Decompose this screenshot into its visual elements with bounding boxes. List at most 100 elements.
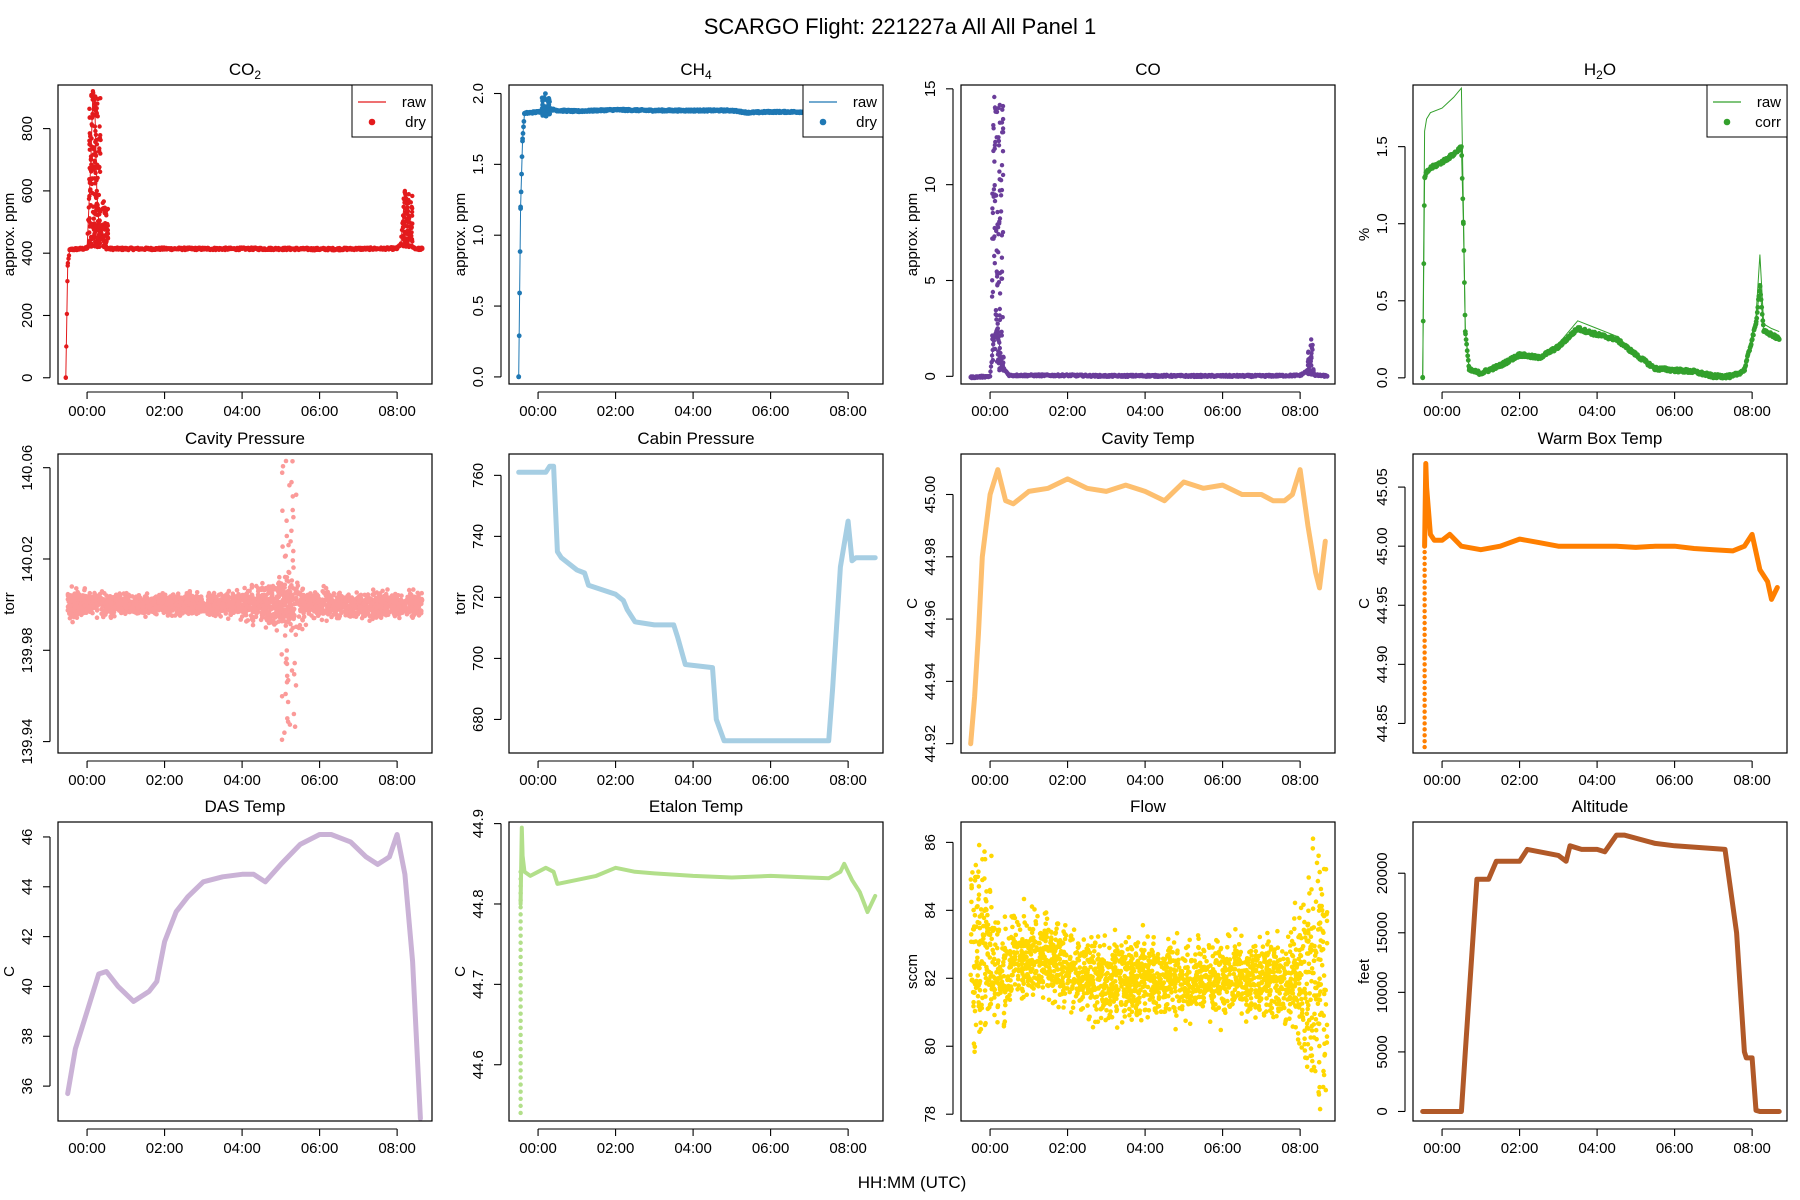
panel-h2o-point bbox=[1424, 170, 1429, 176]
panel-h2o-point bbox=[1691, 369, 1697, 375]
panel-co2-point bbox=[100, 200, 106, 206]
panel-h2o-point bbox=[1749, 337, 1755, 342]
panel-cavity-pressure-point bbox=[196, 610, 201, 615]
panel-co2-y-axis-label: approx. ppm bbox=[1, 193, 18, 276]
panel-co-point bbox=[997, 219, 1002, 224]
panel-co-point bbox=[995, 209, 1000, 215]
panel-ch4-point bbox=[535, 109, 541, 115]
panel-h2o-point bbox=[1754, 315, 1760, 321]
panel-co2-point bbox=[65, 279, 70, 284]
panel-co-point bbox=[998, 357, 1004, 363]
panel-co2-point bbox=[401, 196, 406, 201]
panel-co2-point bbox=[88, 156, 94, 162]
panel-co2-point bbox=[394, 246, 400, 251]
panel-cavity-pressure-point bbox=[87, 590, 93, 596]
panel-co2-point bbox=[402, 222, 407, 227]
panel-h2o-point bbox=[1743, 363, 1749, 368]
panel-h2o-x-tick-label: 06:00 bbox=[1656, 403, 1694, 420]
panel-co-point bbox=[991, 123, 996, 128]
panel-co2-point bbox=[410, 221, 415, 226]
figure-x-axis-label: HH:MM (UTC) bbox=[858, 1173, 967, 1192]
panel-co2-point bbox=[103, 211, 109, 216]
panel-h2o-point bbox=[1760, 322, 1766, 328]
panel-co2-x-tick-label: 06:00 bbox=[301, 403, 339, 420]
panel-h2o-point bbox=[1497, 363, 1503, 368]
panel-co2-point bbox=[403, 211, 408, 216]
panel-co2-point bbox=[404, 208, 410, 213]
panel-co2-point bbox=[93, 128, 98, 134]
panel-ch4-legend-label: raw bbox=[853, 94, 877, 111]
panel-co2-y-tick-label: 400 bbox=[19, 241, 36, 266]
panel-co-point bbox=[1259, 373, 1264, 379]
panel-co2-point bbox=[64, 311, 70, 317]
panel-cavity-pressure-point bbox=[406, 587, 412, 593]
panel-co-point bbox=[999, 329, 1004, 334]
panel-co-point bbox=[999, 233, 1005, 238]
panel-h2o-point bbox=[1422, 175, 1427, 180]
panel-co2-point bbox=[402, 215, 407, 220]
panel-h2o-point bbox=[1652, 366, 1658, 371]
panel-co2-point bbox=[97, 124, 102, 129]
panel-cavity-pressure-point bbox=[218, 614, 223, 619]
panel-cavity-pressure-point bbox=[274, 628, 280, 633]
panel-co2-legend-label: raw bbox=[402, 94, 426, 111]
panel-co-x-tick-label: 08:00 bbox=[1281, 403, 1319, 420]
panel-co2-point bbox=[88, 244, 93, 249]
panel-h2o-x-tick-label: 04:00 bbox=[1578, 403, 1616, 420]
panel-ch4-raw-line bbox=[518, 108, 829, 377]
panel-co-point bbox=[1310, 342, 1315, 348]
panel-ch4-point bbox=[613, 107, 618, 113]
panel-co-point bbox=[999, 187, 1005, 193]
panel-ch4-x-tick-label: 02:00 bbox=[597, 403, 635, 420]
panel-co-point bbox=[992, 225, 997, 231]
panel-co-point bbox=[992, 159, 997, 164]
panel-cavity-pressure-point bbox=[321, 590, 327, 596]
panel-co2-x-tick-label: 00:00 bbox=[68, 403, 106, 420]
panel-ch4-point bbox=[555, 108, 560, 113]
panel-h2o-point bbox=[1459, 176, 1465, 181]
panel-co2-point bbox=[92, 124, 98, 129]
panel-co-point bbox=[1104, 373, 1109, 379]
panel-h2o-point bbox=[1672, 367, 1677, 373]
panel-co-point bbox=[993, 308, 999, 313]
panel-ch4-point bbox=[541, 108, 546, 114]
panel-co2-legend-label: dry bbox=[405, 114, 426, 131]
panel-cavity-pressure-point bbox=[399, 593, 404, 598]
panel-co-point bbox=[989, 294, 995, 299]
panel-ch4-y-tick-label: 2.0 bbox=[470, 83, 487, 104]
panel-co2-point bbox=[406, 192, 411, 197]
panel-ch4-point bbox=[540, 102, 545, 108]
panel-cavity-pressure-point bbox=[206, 590, 212, 596]
panel-co-point bbox=[997, 169, 1002, 174]
panel-cavity-pressure-point bbox=[277, 615, 283, 620]
panel-h2o-legend-label: corr bbox=[1755, 114, 1781, 131]
panel-cavity-pressure-point bbox=[385, 587, 390, 592]
panel-cavity-pressure-title: Cavity Pressure bbox=[185, 429, 305, 448]
panel-h2o-point bbox=[1478, 370, 1484, 376]
panel-h2o-point bbox=[1761, 329, 1767, 334]
panel-cavity-pressure-point bbox=[94, 608, 100, 613]
panel-co2-title: CO2 bbox=[229, 60, 262, 82]
panel-cavity-pressure-point bbox=[419, 590, 425, 596]
panel-co2-point bbox=[94, 142, 100, 147]
panel-h2o-point bbox=[1451, 152, 1457, 157]
panel-h2o-point bbox=[1758, 297, 1764, 302]
panel-co-point bbox=[999, 333, 1004, 338]
panel-cavity-pressure-data bbox=[65, 458, 425, 743]
panel-co2-point bbox=[317, 246, 322, 252]
panel-h2o-point bbox=[1744, 357, 1750, 363]
panel-h2o-point bbox=[1759, 311, 1765, 317]
panel-co2-frame bbox=[57, 84, 433, 385]
panel-cavity-pressure-point bbox=[247, 588, 252, 594]
panel-co2-point bbox=[410, 193, 415, 199]
panel-co-point bbox=[988, 369, 993, 374]
panel-h2o-legend-label: raw bbox=[1757, 94, 1781, 111]
panel-co2-point bbox=[94, 202, 99, 207]
panel-h2o-x-tick-label: 02:00 bbox=[1501, 403, 1539, 420]
panel-ch4-x-tick-label: 04:00 bbox=[674, 403, 712, 420]
panel-co2-point bbox=[91, 216, 97, 221]
panel-co2-data bbox=[63, 89, 425, 380]
panel-ch4-point bbox=[543, 91, 548, 96]
